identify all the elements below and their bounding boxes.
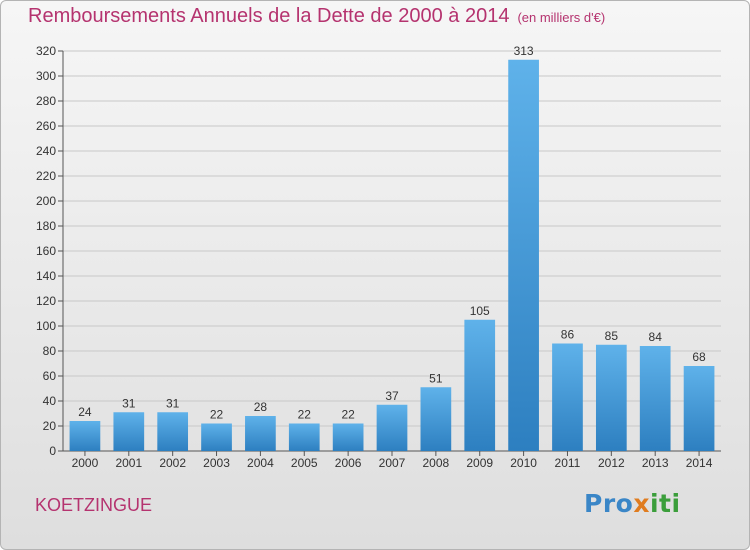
- y-tick-label: 140: [36, 269, 56, 283]
- x-tick-label-2001: 2001: [115, 456, 142, 470]
- y-tick-label: 260: [36, 119, 56, 133]
- bar-2007: [376, 404, 408, 451]
- data-label-2002: 31: [166, 396, 180, 410]
- y-tick-label: 20: [43, 419, 57, 433]
- x-tick-label-2003: 2003: [203, 456, 230, 470]
- x-tick-label-2002: 2002: [159, 456, 186, 470]
- x-tick-label-2004: 2004: [247, 456, 274, 470]
- y-tick-label: 0: [49, 444, 56, 458]
- x-tick-label-2008: 2008: [423, 456, 450, 470]
- y-tick-label: 240: [36, 144, 56, 158]
- y-tick-label: 220: [36, 169, 56, 183]
- y-tick-label: 80: [43, 344, 57, 358]
- data-label-2001: 31: [122, 396, 136, 410]
- bar-2006: [332, 423, 364, 451]
- bar-2014: [683, 366, 715, 451]
- data-labels: 24 31 31 22 28 22 22 37 51 105 313 86 85 84 68: [78, 44, 706, 422]
- data-label-2012: 85: [605, 329, 619, 343]
- x-tick-label-2010: 2010: [510, 456, 537, 470]
- y-tick-labels: 0 20 40 60 80 100 120 140 160 180 200 220 240 260 280 3…: [36, 44, 56, 458]
- logo-part-2: x: [633, 489, 650, 518]
- chart-title-text: Remboursements Annuels de la Dette de 20…: [28, 5, 510, 27]
- bar-2013: [639, 346, 671, 451]
- bar-2011: [552, 343, 583, 451]
- data-label-2000: 24: [78, 405, 92, 419]
- bars: [69, 59, 715, 451]
- bar-2002: [157, 412, 189, 451]
- data-label-2010: 313: [514, 44, 534, 58]
- data-label-2014: 68: [692, 350, 706, 364]
- y-tick-label: 320: [36, 44, 56, 58]
- bar-2012: [595, 344, 627, 451]
- y-tick-label: 280: [36, 94, 56, 108]
- y-tick-label: 180: [36, 219, 56, 233]
- data-label-2006: 22: [341, 408, 355, 422]
- bar-2001: [113, 412, 145, 451]
- data-label-2003: 22: [210, 408, 224, 422]
- data-label-2004: 28: [254, 400, 268, 414]
- x-tick-label-2006: 2006: [335, 456, 362, 470]
- x-tick-labels: 2000 2001 2002 2003 2004 2005 2006 2007 2008 2009…: [72, 456, 713, 470]
- chart-subtitle: (en milliers d'€): [517, 10, 606, 25]
- y-tick-label: 100: [36, 319, 56, 333]
- x-tick-label-2009: 2009: [466, 456, 493, 470]
- y-tick-label: 60: [43, 369, 57, 383]
- data-label-2013: 84: [649, 330, 663, 344]
- y-tick-label: 40: [43, 394, 57, 408]
- logo-part-3: iti: [649, 489, 681, 518]
- x-tick-label-2013: 2013: [642, 456, 669, 470]
- bar-2008: [420, 387, 452, 451]
- bar-2009: [464, 319, 496, 451]
- bar-2005: [288, 423, 320, 451]
- bar-2000: [69, 421, 101, 451]
- bar-2004: [245, 416, 276, 451]
- bar-2003: [201, 423, 232, 451]
- y-tick-label: 160: [36, 244, 56, 258]
- data-label-2011: 86: [561, 328, 575, 342]
- y-tick-label: 200: [36, 194, 56, 208]
- x-tick-label-2005: 2005: [291, 456, 318, 470]
- x-tick-label-2012: 2012: [598, 456, 625, 470]
- y-tick-label: 300: [36, 69, 56, 83]
- x-tick-label-2000: 2000: [72, 456, 99, 470]
- data-label-2009: 105: [470, 304, 490, 318]
- town-name: KOETZINGUE: [35, 495, 153, 515]
- bar-2010: [508, 59, 539, 451]
- logo-part-1: Pro: [584, 489, 634, 518]
- chart-title: Remboursements Annuels de la Dette de 20…: [28, 5, 605, 28]
- x-tick-label-2014: 2014: [686, 456, 713, 470]
- data-label-2005: 22: [298, 408, 312, 422]
- x-tick-label-2011: 2011: [555, 456, 581, 470]
- data-label-2007: 37: [385, 389, 399, 403]
- data-label-2008: 51: [429, 371, 443, 385]
- proxiti-logo[interactable]: Proxiti: [584, 489, 681, 518]
- x-tick-label-2007: 2007: [379, 456, 406, 470]
- y-tick-label: 120: [36, 294, 56, 308]
